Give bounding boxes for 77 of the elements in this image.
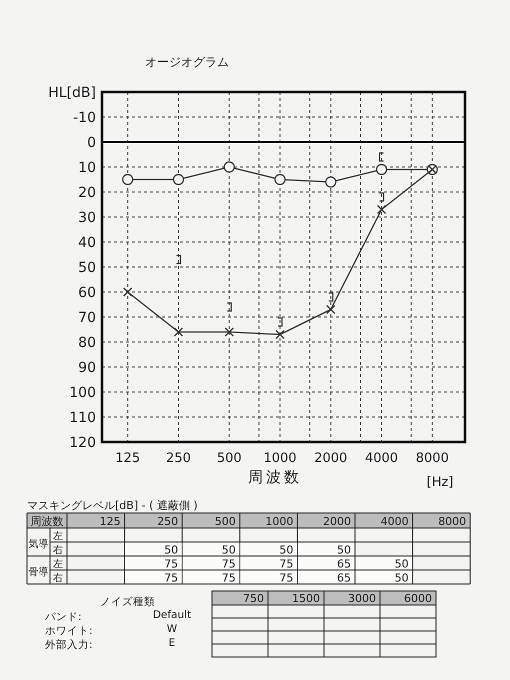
- text: 3000: [348, 592, 376, 605]
- y-tick-label: 70: [78, 310, 96, 326]
- x-tick-label: 1000: [265, 515, 294, 528]
- data-label: 75: [222, 572, 236, 584]
- point: [326, 304, 336, 314]
- chart-title: オージオグラム: [145, 55, 229, 69]
- y-tick-label: 40: [78, 235, 96, 251]
- x-tick-label: 4000: [365, 451, 398, 466]
- data-label: 75: [164, 572, 178, 584]
- y-tick-label: 100: [69, 385, 96, 401]
- x-tick-label: 1000: [263, 451, 297, 466]
- point: [224, 327, 234, 337]
- text: 外部入力:: [45, 638, 93, 651]
- y-tick-label: 右: [53, 545, 63, 556]
- y-tick-label: 120: [69, 435, 96, 451]
- y-tick-label: 左: [53, 530, 63, 542]
- point: [224, 161, 235, 173]
- point: [122, 174, 134, 186]
- text: 6000: [404, 592, 432, 605]
- text: バンド:: [44, 611, 82, 623]
- point: [274, 174, 286, 186]
- y-tick-label: 20: [78, 185, 96, 201]
- y-tick-label: 右: [53, 573, 63, 584]
- text: ホワイト:: [45, 625, 93, 637]
- text: 骨導: [28, 566, 48, 578]
- x-tick-label: 8000: [438, 515, 466, 528]
- y-tick-label: -10: [73, 110, 96, 126]
- y-tick-label: 110: [69, 410, 96, 426]
- point: [172, 174, 184, 186]
- x-tick-label: 500: [216, 451, 242, 466]
- y-axis-title: HL[dB]: [48, 85, 96, 101]
- text: Default: [152, 609, 192, 621]
- data-label: 75: [222, 558, 236, 570]
- x-axis-title: 周波数: [30, 515, 64, 528]
- text: 1500: [292, 592, 320, 605]
- point: [376, 164, 388, 176]
- x-tick-label: 2000: [323, 515, 351, 528]
- data-label: 50: [394, 572, 409, 584]
- y-tick-label: 90: [78, 360, 96, 376]
- y-tick-label: 30: [78, 210, 96, 226]
- x-tick-label: 250: [157, 515, 178, 528]
- point: [325, 176, 336, 188]
- y-tick-label: 10: [78, 160, 96, 176]
- data-label: 75: [279, 572, 294, 584]
- point: [123, 287, 132, 297]
- data-label: 50: [337, 544, 351, 556]
- data-label: 65: [337, 558, 351, 570]
- x-tick-label: 4000: [380, 515, 409, 528]
- x-tick-label: 2000: [314, 451, 348, 466]
- x-tick-label: 125: [100, 515, 121, 528]
- x-axis-title: 周波数: [248, 468, 302, 486]
- data-label: 50: [394, 558, 409, 570]
- text: 気導: [28, 538, 48, 550]
- text: W: [166, 623, 178, 635]
- text: ノイズ種類: [100, 596, 155, 608]
- chart-title: マスキングレベル[dB] - ( 遮蔽側 ): [27, 499, 198, 512]
- x-tick-label: 8000: [416, 451, 449, 466]
- point: [275, 330, 285, 340]
- data-label: 75: [279, 558, 294, 570]
- y-tick-label: 0: [87, 135, 96, 151]
- data-label: 50: [279, 544, 294, 556]
- text: E: [168, 637, 176, 649]
- y-tick-label: 80: [78, 335, 96, 351]
- y-tick-label: 60: [78, 285, 96, 301]
- point: [174, 327, 184, 337]
- data-label: 65: [337, 572, 351, 584]
- text: 750: [243, 592, 264, 605]
- x-tick-label: 125: [115, 451, 140, 466]
- data-label: 50: [222, 544, 236, 556]
- data-label: 75: [164, 558, 178, 570]
- x-tick-label: 500: [214, 515, 236, 528]
- x-tick-label: 250: [166, 451, 191, 466]
- y-tick-label: 50: [78, 260, 96, 276]
- point: [376, 204, 386, 214]
- y-tick-label: 左: [53, 558, 63, 570]
- data-label: 50: [164, 544, 178, 556]
- text: [Hz]: [426, 475, 454, 490]
